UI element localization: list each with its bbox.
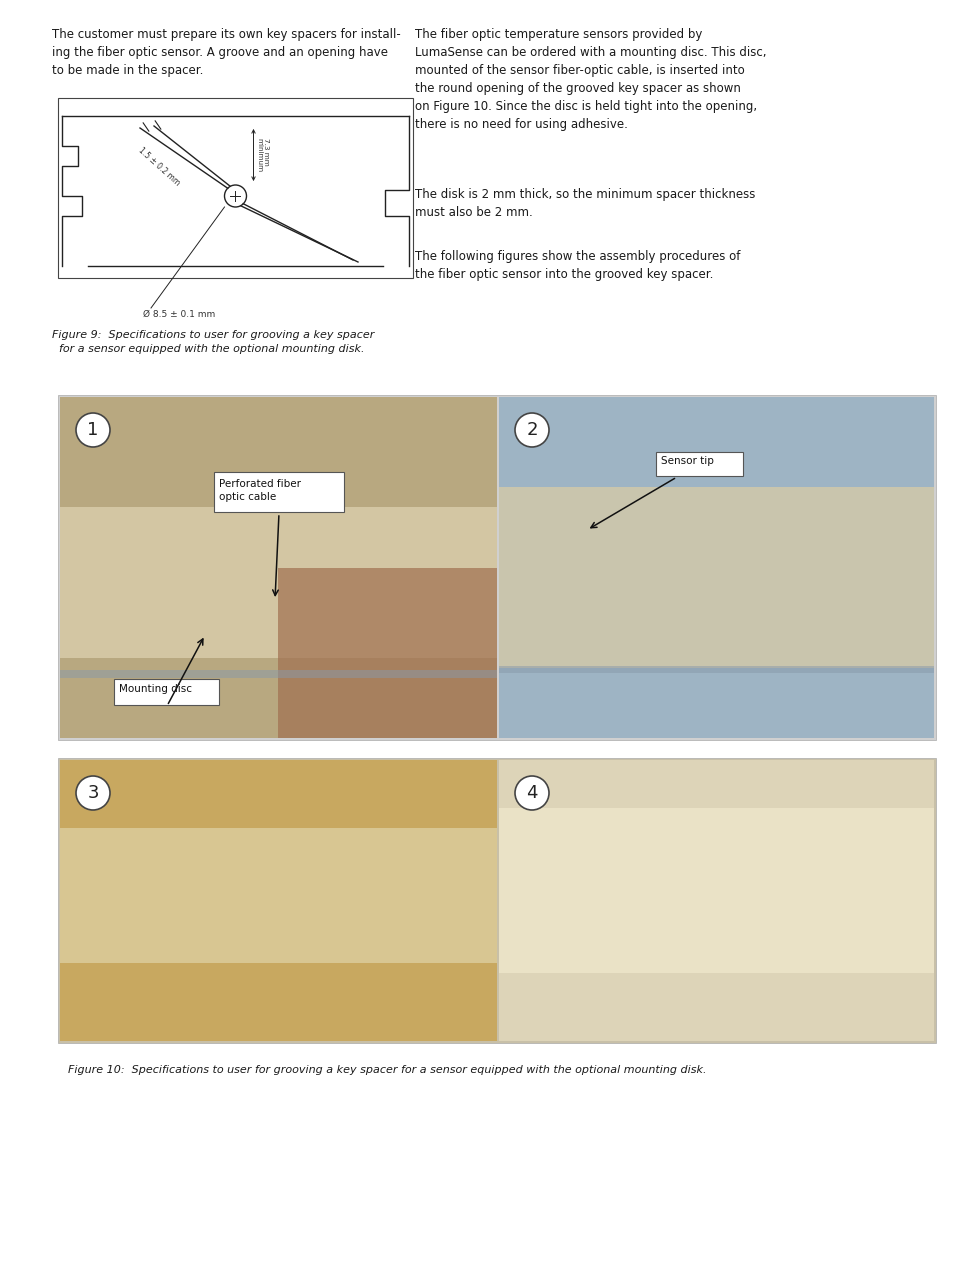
Bar [277,569,497,738]
Bar [60,397,497,738]
Circle shape [76,776,110,810]
Text: Perforated fiber
optic cable: Perforated fiber optic cable [219,480,301,501]
Bar [58,396,935,740]
Bar [60,508,497,658]
Bar [60,670,497,678]
Circle shape [515,413,548,446]
Text: The fiber optic temperature sensors provided by
LumaSense can be ordered with a : The fiber optic temperature sensors prov… [415,28,765,131]
FancyBboxPatch shape [213,472,344,513]
Circle shape [76,413,110,446]
Text: 4: 4 [526,784,537,803]
Bar [498,808,933,973]
Bar [58,98,413,279]
Bar [60,828,497,963]
Text: 7.3 mm
minimum: 7.3 mm minimum [256,137,269,172]
Text: Sensor tip: Sensor tip [660,455,713,466]
Text: The following figures show the assembly procedures of
the fiber optic sensor int: The following figures show the assembly … [415,251,740,281]
Text: Figure 9:  Specifications to user for grooving a key spacer
  for a sensor equip: Figure 9: Specifications to user for gro… [52,329,374,354]
Bar [498,397,933,738]
Text: Mounting disc: Mounting disc [119,684,192,695]
FancyBboxPatch shape [656,452,742,476]
Text: Ø 8.5 ± 0.1 mm: Ø 8.5 ± 0.1 mm [143,310,215,319]
Bar [498,667,933,673]
Text: Figure 10:  Specifications to user for grooving a key spacer for a sensor equipp: Figure 10: Specifications to user for gr… [68,1065,706,1075]
FancyBboxPatch shape [113,679,219,705]
Bar [58,758,935,1043]
Text: 1: 1 [88,421,98,439]
Circle shape [515,776,548,810]
Text: 3: 3 [87,784,99,803]
Text: The disk is 2 mm thick, so the minimum spacer thickness
must also be 2 mm.: The disk is 2 mm thick, so the minimum s… [415,188,755,219]
Bar [60,759,497,1040]
Bar [498,487,933,668]
Text: 2: 2 [526,421,537,439]
Bar [498,759,933,1040]
Text: 1.5 ± 0.2 mm: 1.5 ± 0.2 mm [137,146,182,188]
Text: The customer must prepare its own key spacers for install-
ing the fiber optic s: The customer must prepare its own key sp… [52,28,400,78]
